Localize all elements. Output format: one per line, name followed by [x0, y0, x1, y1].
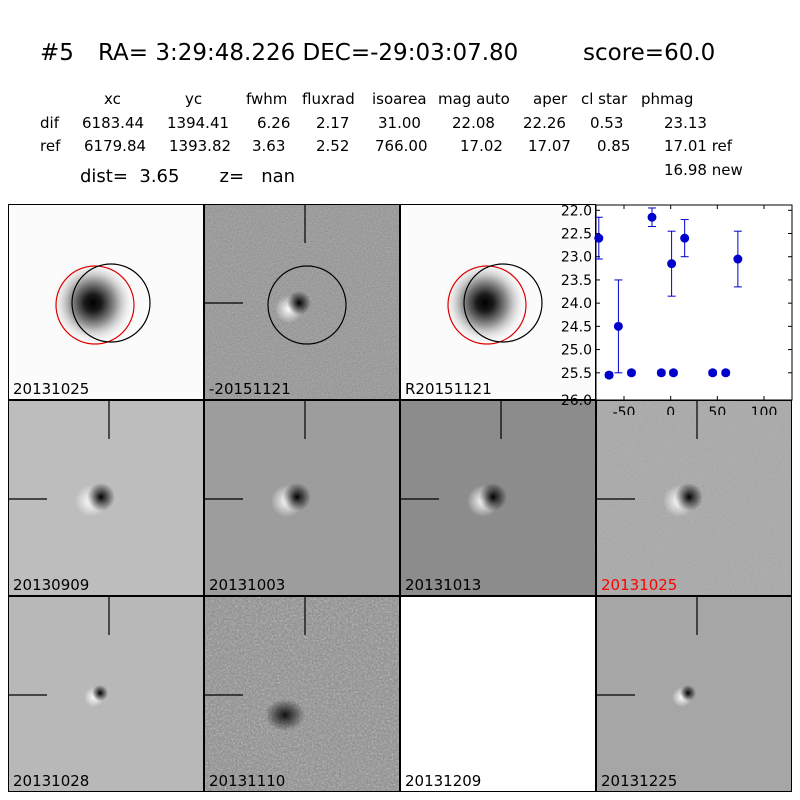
plot-frame [595, 204, 793, 401]
y-tick-label: 24.5 [561, 319, 592, 335]
y-tick-label: 25.0 [561, 343, 592, 359]
stamp-panel: 20131003 [204, 400, 400, 596]
stamp-date-label: -20151121 [209, 380, 291, 398]
stamp-panel: 20131025 [596, 400, 792, 596]
stamp-panel: 20131013 [400, 400, 596, 596]
dipole-negative [92, 685, 108, 701]
dipole-negative [87, 483, 115, 511]
table-cell: 1394.41 [167, 114, 230, 132]
table-cell: 22.08 [452, 114, 495, 132]
dipole-negative [680, 685, 696, 701]
data-point [626, 368, 636, 378]
data-point [656, 368, 666, 378]
data-point [667, 230, 677, 297]
table-cell: 17.02 [460, 137, 503, 155]
table-cell: 6.26 [257, 114, 291, 132]
col-header-aper: aper [533, 90, 568, 108]
stamp-date-label: 20131209 [405, 772, 482, 790]
table-cell: 2.52 [316, 137, 350, 155]
stamp-panel: R20151121 [400, 204, 596, 400]
stamp-date-label: R20151121 [405, 380, 492, 398]
data-point [647, 207, 657, 228]
table-cell: 0.85 [597, 137, 631, 155]
col-header-mag-auto: mag auto [438, 90, 510, 108]
ref-aperture-circle [447, 265, 527, 345]
stamp-date-label: 20131110 [209, 772, 286, 790]
col-header-yc: yc [185, 90, 203, 108]
y-tick-label: 23.0 [561, 250, 592, 266]
table-cell: 2.17 [316, 114, 350, 132]
stamp-panel: 20131209 [400, 596, 596, 792]
coordinates: RA= 3:29:48.226 DEC=-29:03:07.80 [98, 40, 519, 66]
col-header-xc: xc [104, 90, 121, 108]
stamp-panel: 20131110 [204, 596, 400, 792]
col-header-phmag: phmag [641, 90, 694, 108]
x-tick-label: 0 [666, 405, 675, 415]
stamp-panel: 20131028 [8, 596, 204, 792]
table-cell: 17.01 ref [664, 137, 733, 155]
star-source [443, 261, 527, 345]
row-label-ref: ref [40, 137, 61, 155]
dif-aperture-circle [71, 263, 151, 343]
y-tick-label: 22.5 [561, 227, 592, 243]
data-point [708, 368, 718, 378]
stamp-date-label: 20131025 [601, 576, 678, 594]
table-cell: 22.26 [523, 114, 566, 132]
table-cell: 1393.82 [169, 137, 232, 155]
table-cell: 23.13 [664, 114, 707, 132]
dif-aperture-circle [267, 265, 347, 345]
x-tick-label: -50 [613, 405, 636, 415]
stamp-panel: -20151121 [204, 204, 400, 400]
dipole-negative [479, 483, 507, 511]
candidate-id: #5 [40, 40, 74, 66]
dipole-negative [283, 483, 311, 511]
stamp-date-label: 20130909 [13, 576, 90, 594]
dipole-negative [675, 483, 703, 511]
dif-aperture-circle [463, 263, 543, 343]
table-cell: 3.63 [252, 137, 286, 155]
x-tick-label: 100 [751, 405, 778, 415]
data-point [604, 370, 614, 380]
stamp-panel: 20131225 [596, 596, 792, 792]
dist-z-line: dist= 3.65 z= nan [80, 166, 296, 187]
y-tick-label: 25.5 [561, 366, 592, 382]
table-cell: 6179.84 [84, 137, 147, 155]
stamp-panel: 20131025 [8, 204, 204, 400]
y-tick-label: 23.5 [561, 273, 592, 289]
y-tick-label: 24.0 [561, 296, 592, 312]
table-cell: 6183.44 [82, 114, 145, 132]
row-label-dif: dif [40, 114, 59, 132]
ref-aperture-circle [55, 265, 135, 345]
score: score=60.0 [583, 40, 716, 66]
y-tick-label: 22.0 [561, 203, 592, 219]
lightcurve-plot: 22.0 22.5 23.0 23.5 24.0 24.5 25.0 25.5 26.0 -50 0… [561, 203, 793, 415]
data-point [680, 219, 690, 258]
col-header-fluxrad: fluxrad [302, 90, 355, 108]
data-point [721, 368, 731, 378]
data-point [594, 216, 604, 260]
table-cell: 17.07 [528, 137, 571, 155]
star-source [51, 261, 135, 345]
x-tick-label: 50 [708, 405, 726, 415]
table-cell: 0.53 [590, 114, 624, 132]
stamp-date-label: 20131003 [209, 576, 286, 594]
data-point [668, 368, 678, 378]
new-mag: 16.98 new [664, 161, 743, 179]
stamp-date-label: 20131225 [601, 772, 678, 790]
stamp-date-label: 20131025 [13, 380, 90, 398]
data-point [733, 230, 743, 288]
stamp-date-label: 20131028 [13, 772, 90, 790]
stamp-date-label: 20131013 [405, 576, 482, 594]
table-cell: 31.00 [378, 114, 421, 132]
data-point [613, 279, 623, 374]
col-header-isoarea: isoarea [372, 90, 427, 108]
table-cell: 766.00 [375, 137, 428, 155]
col-header-cl-star: cl star [581, 90, 628, 108]
col-header-fwhm: fwhm [246, 90, 288, 108]
y-tick-label: 26.0 [561, 393, 592, 409]
stamp-panel: 20130909 [8, 400, 204, 596]
